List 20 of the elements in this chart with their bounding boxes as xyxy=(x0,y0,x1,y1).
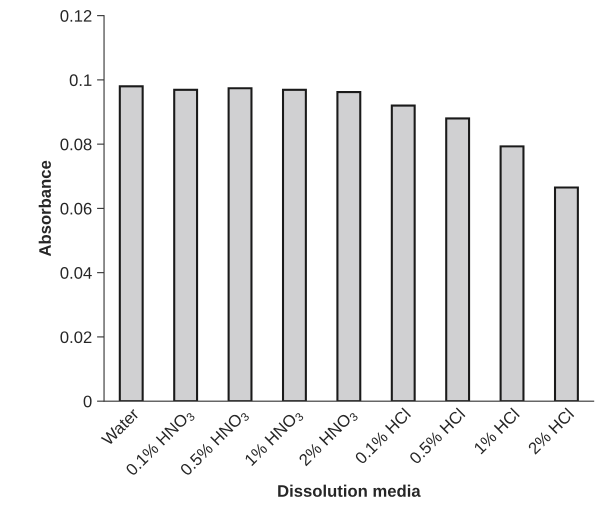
y-tick-label: 0.12 xyxy=(60,10,92,22)
bar xyxy=(445,117,470,402)
bar xyxy=(500,145,525,402)
y-tick-label: 0.08 xyxy=(60,138,92,150)
y-tick-label: 0.06 xyxy=(60,202,92,215)
bar xyxy=(282,88,307,402)
y-tick-label: 0.1 xyxy=(70,74,92,86)
bar xyxy=(173,88,198,402)
bar xyxy=(228,87,253,402)
bar xyxy=(390,104,416,402)
y-tick-label: 0 xyxy=(84,396,92,408)
x-tick-label: 1% HCl xyxy=(472,408,520,454)
bar xyxy=(336,91,362,402)
x-axis-title: Dissolution media xyxy=(278,484,421,497)
x-tick-label: 2% HCl xyxy=(527,408,574,455)
y-tick-label: 0.04 xyxy=(60,267,92,279)
y-tick-label: 0.02 xyxy=(60,331,92,344)
bar xyxy=(118,85,144,402)
bar xyxy=(554,186,579,402)
y-axis-title: Absorbance xyxy=(38,160,51,256)
